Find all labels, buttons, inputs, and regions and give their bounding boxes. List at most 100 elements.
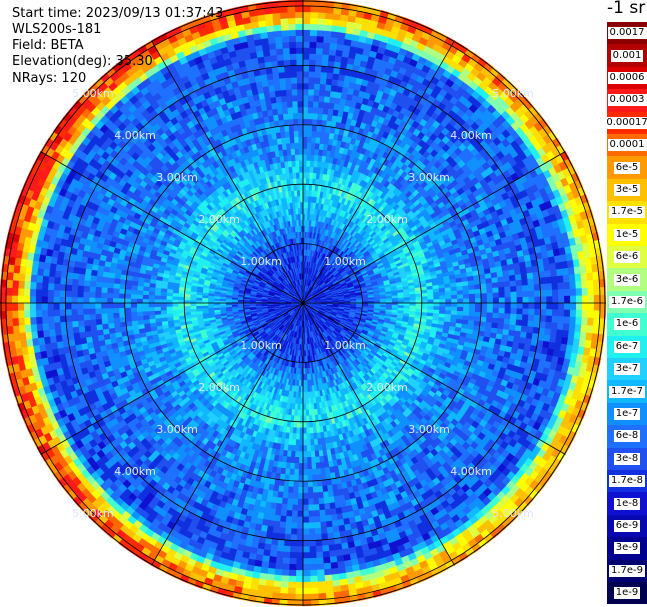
heatmap-cell [510, 313, 517, 320]
heatmap-cell [334, 55, 343, 63]
heatmap-cell [474, 288, 482, 295]
heatmap-cell [309, 23, 318, 31]
heatmap-cell [306, 142, 312, 149]
heatmap-cell [575, 288, 583, 297]
heatmap-cell [549, 262, 557, 271]
heatmap-cell [504, 297, 512, 304]
heatmap-cell [385, 298, 393, 302]
heatmap-cell [302, 59, 310, 66]
heatmap-cell [557, 289, 565, 297]
heatmap-cell [509, 319, 517, 326]
heatmap-cell [503, 318, 511, 325]
heatmap-cell [302, 47, 310, 54]
heatmap-cell [527, 314, 535, 322]
heatmap-cell [575, 302, 583, 311]
heatmap-cell [468, 315, 475, 322]
heatmap-cell [528, 308, 535, 316]
heatmap-cell [302, 160, 307, 167]
heatmap-cell [551, 315, 559, 324]
heatmap-cell [302, 23, 311, 31]
heatmap-cell [316, 119, 323, 126]
heatmap-cell [313, 83, 321, 90]
heatmap-cell [525, 266, 533, 274]
heatmap-cell [516, 291, 523, 298]
heatmap-cell [302, 100, 309, 108]
heatmap-cell [486, 302, 494, 309]
heatmap-cell [310, 142, 316, 150]
heatmap-cell [557, 282, 565, 290]
heatmap-cell [556, 268, 564, 277]
heatmap-cell [324, 90, 332, 98]
heatmap-cell [309, 35, 318, 43]
heatmap-cell [575, 317, 583, 326]
heatmap-cell [450, 290, 458, 296]
heatmap-cell [325, 6, 335, 14]
heatmap-cell [336, 43, 345, 51]
heatmap-cell [546, 289, 553, 297]
heatmap-cell [475, 302, 482, 308]
heatmap-cell [319, 89, 326, 97]
heatmap-cell [540, 302, 547, 310]
heatmap-cell [439, 295, 446, 300]
heatmap-cell [308, 94, 315, 102]
heatmap-cell [309, 160, 315, 167]
heatmap-cell [330, 36, 339, 45]
heatmap-cell [309, 29, 318, 37]
heatmap-cell [415, 305, 422, 310]
heatmap-cell [557, 309, 565, 317]
heatmap-cell [510, 291, 518, 298]
heatmap-cell [317, 12, 327, 19]
heatmap-cell [504, 302, 512, 309]
heatmap-cell [421, 292, 428, 297]
heatmap-cell [474, 316, 481, 322]
heatmap-cell [318, 101, 325, 109]
heatmap-cell [302, 65, 310, 72]
heatmap-cell [497, 276, 505, 283]
heatmap-cell [451, 294, 458, 300]
heatmap-cell [522, 296, 529, 304]
heatmap-cell [539, 315, 547, 323]
heatmap-cell [450, 286, 458, 292]
heatmap-cell [556, 322, 564, 331]
heatmap-cell [302, 136, 308, 143]
heatmap-cell [302, 11, 311, 19]
heatmap-cell [555, 261, 563, 270]
heatmap-cell [551, 289, 559, 297]
heatmap-cell [540, 290, 547, 297]
heatmap-cell [309, 59, 316, 66]
heatmap-cell [562, 274, 570, 283]
heatmap-cell [445, 298, 452, 304]
heatmap-cell [491, 317, 499, 324]
heatmap-cell [586, 272, 594, 281]
heatmap-cell [319, 83, 327, 91]
heatmap-cell [550, 328, 558, 337]
heatmap-cell [504, 308, 512, 315]
heatmap-cell [468, 293, 476, 299]
heatmap-cell [445, 295, 452, 300]
heatmap-cell [545, 283, 553, 291]
heatmap-cell [521, 320, 529, 327]
heatmap-cell [546, 309, 553, 317]
heatmap-cell [461, 281, 469, 287]
heatmap-cell [585, 332, 593, 342]
heatmap-cell [314, 65, 322, 73]
heatmap-cell [581, 317, 589, 326]
heatmap-cell [526, 272, 534, 280]
heatmap-cell [307, 100, 314, 108]
heatmap-cell [564, 302, 571, 311]
heatmap-cell [306, 154, 311, 161]
heatmap-cell [328, 54, 336, 62]
heatmap-cell [315, 47, 324, 55]
heatmap-cell [498, 302, 506, 309]
heatmap-cell [308, 83, 315, 90]
heatmap-cell [468, 284, 475, 291]
heatmap-cell [496, 271, 504, 278]
heatmap-cell [552, 302, 559, 310]
heatmap-cell [316, 35, 325, 43]
heatmap-cell [575, 280, 583, 289]
heatmap-cell [308, 71, 316, 78]
heatmap-cell [326, 72, 334, 80]
heatmap-cell [311, 124, 318, 132]
heatmap-cell [403, 294, 411, 298]
